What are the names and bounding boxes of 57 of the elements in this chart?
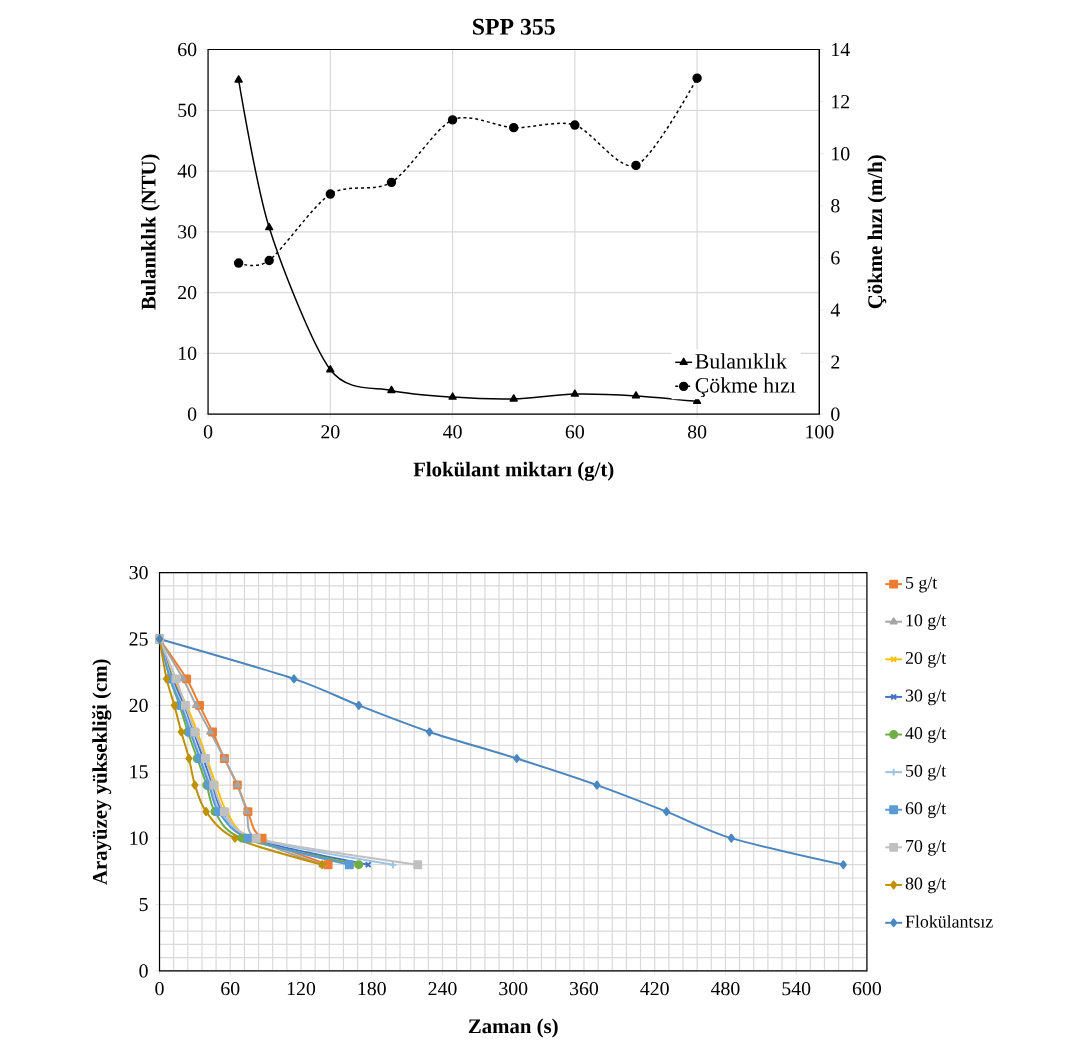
x-tick-label: 240	[428, 981, 457, 996]
y2-tick-label: 6	[831, 251, 840, 265]
y-tick-label: 60	[178, 42, 197, 57]
x-axis-title: Zaman (s)	[468, 1018, 558, 1038]
legend-label: 60 g/t	[905, 802, 947, 818]
x-tick-label: 120	[287, 981, 316, 996]
x-tick-label: 360	[570, 981, 599, 996]
x-tick-label: 300	[499, 981, 528, 996]
y2-axis-title: Çökme hızı (m/h)	[867, 155, 887, 309]
y-tick-label: 30	[129, 565, 148, 580]
legend-label: 70 g/t	[906, 839, 947, 856]
legend-label: Bulanıklık	[695, 353, 787, 369]
y-tick-label: 15	[130, 765, 148, 779]
y-tick-label: 10	[178, 346, 197, 361]
legend-label: Çökme hızı	[695, 377, 796, 398]
legend-label: 5 g/t	[906, 576, 938, 593]
x-tick-label: 20	[321, 425, 340, 439]
x-tick-label: 40	[443, 425, 462, 439]
y-tick-label: 25	[129, 632, 148, 646]
chart-title: SPP 355	[473, 18, 555, 35]
x-tick-label: 100	[806, 425, 834, 439]
y-tick-label: 40	[177, 164, 197, 178]
y-tick-label: 0	[187, 407, 197, 421]
x-tick-label: 420	[640, 981, 669, 996]
x-tick-label: 0	[155, 981, 164, 996]
y-tick-label: 30	[178, 225, 197, 239]
legend-label: 80 g/t	[905, 877, 947, 894]
y-tick-label: 10	[130, 831, 148, 845]
y2-tick-label: 4	[830, 303, 840, 317]
y2-tick-label: 2	[831, 355, 840, 369]
y-axis-title: Arayüzey yüksekliği (cm)	[92, 659, 112, 885]
legend-label: 20 g/t	[905, 651, 947, 668]
x-tick-label: 480	[710, 981, 740, 996]
y-axis-title: Bulanıklık (NTU)	[140, 154, 160, 310]
y2-tick-label: 0	[831, 407, 840, 421]
x-tick-label: 600	[852, 981, 882, 996]
x-tick-label: 60	[565, 425, 584, 439]
y2-tick-label: 14	[832, 42, 850, 57]
legend-label: 10 g/t	[906, 614, 947, 630]
y-tick-label: 0	[139, 964, 148, 978]
legend-label: 30 g/t	[905, 689, 947, 706]
y2-tick-label: 12	[832, 95, 850, 109]
y-tick-label: 20	[129, 698, 148, 713]
y2-tick-label: 10	[832, 146, 850, 161]
y-tick-label: 5	[139, 897, 148, 912]
x-tick-label: 180	[358, 981, 386, 996]
y-tick-label: 20	[178, 285, 197, 300]
x-tick-label: 60	[221, 981, 240, 996]
legend-label: Flokülantsız	[905, 915, 993, 928]
x-tick-label: 0	[203, 425, 213, 439]
legend-label: 50 g/t	[906, 764, 947, 781]
x-tick-label: 540	[782, 981, 811, 996]
legend-label: 40 g/t	[905, 727, 947, 743]
y2-tick-label: 8	[831, 199, 840, 213]
y-tick-label: 50	[178, 103, 197, 117]
x-tick-label: 80	[687, 425, 707, 439]
x-axis-title: Flokülant miktarı (g/t)	[413, 461, 614, 481]
